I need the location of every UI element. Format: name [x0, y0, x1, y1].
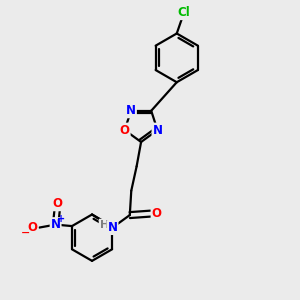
Text: O: O [28, 221, 38, 234]
Text: N: N [126, 104, 136, 117]
Text: −: − [21, 228, 30, 238]
Text: O: O [152, 207, 161, 220]
Text: N: N [51, 218, 61, 231]
Text: N: N [152, 124, 163, 136]
Text: N: N [107, 221, 118, 234]
Text: O: O [120, 124, 130, 136]
Text: Cl: Cl [177, 6, 190, 19]
Text: +: + [57, 214, 65, 224]
Text: O: O [52, 197, 62, 210]
Text: H: H [100, 220, 109, 230]
